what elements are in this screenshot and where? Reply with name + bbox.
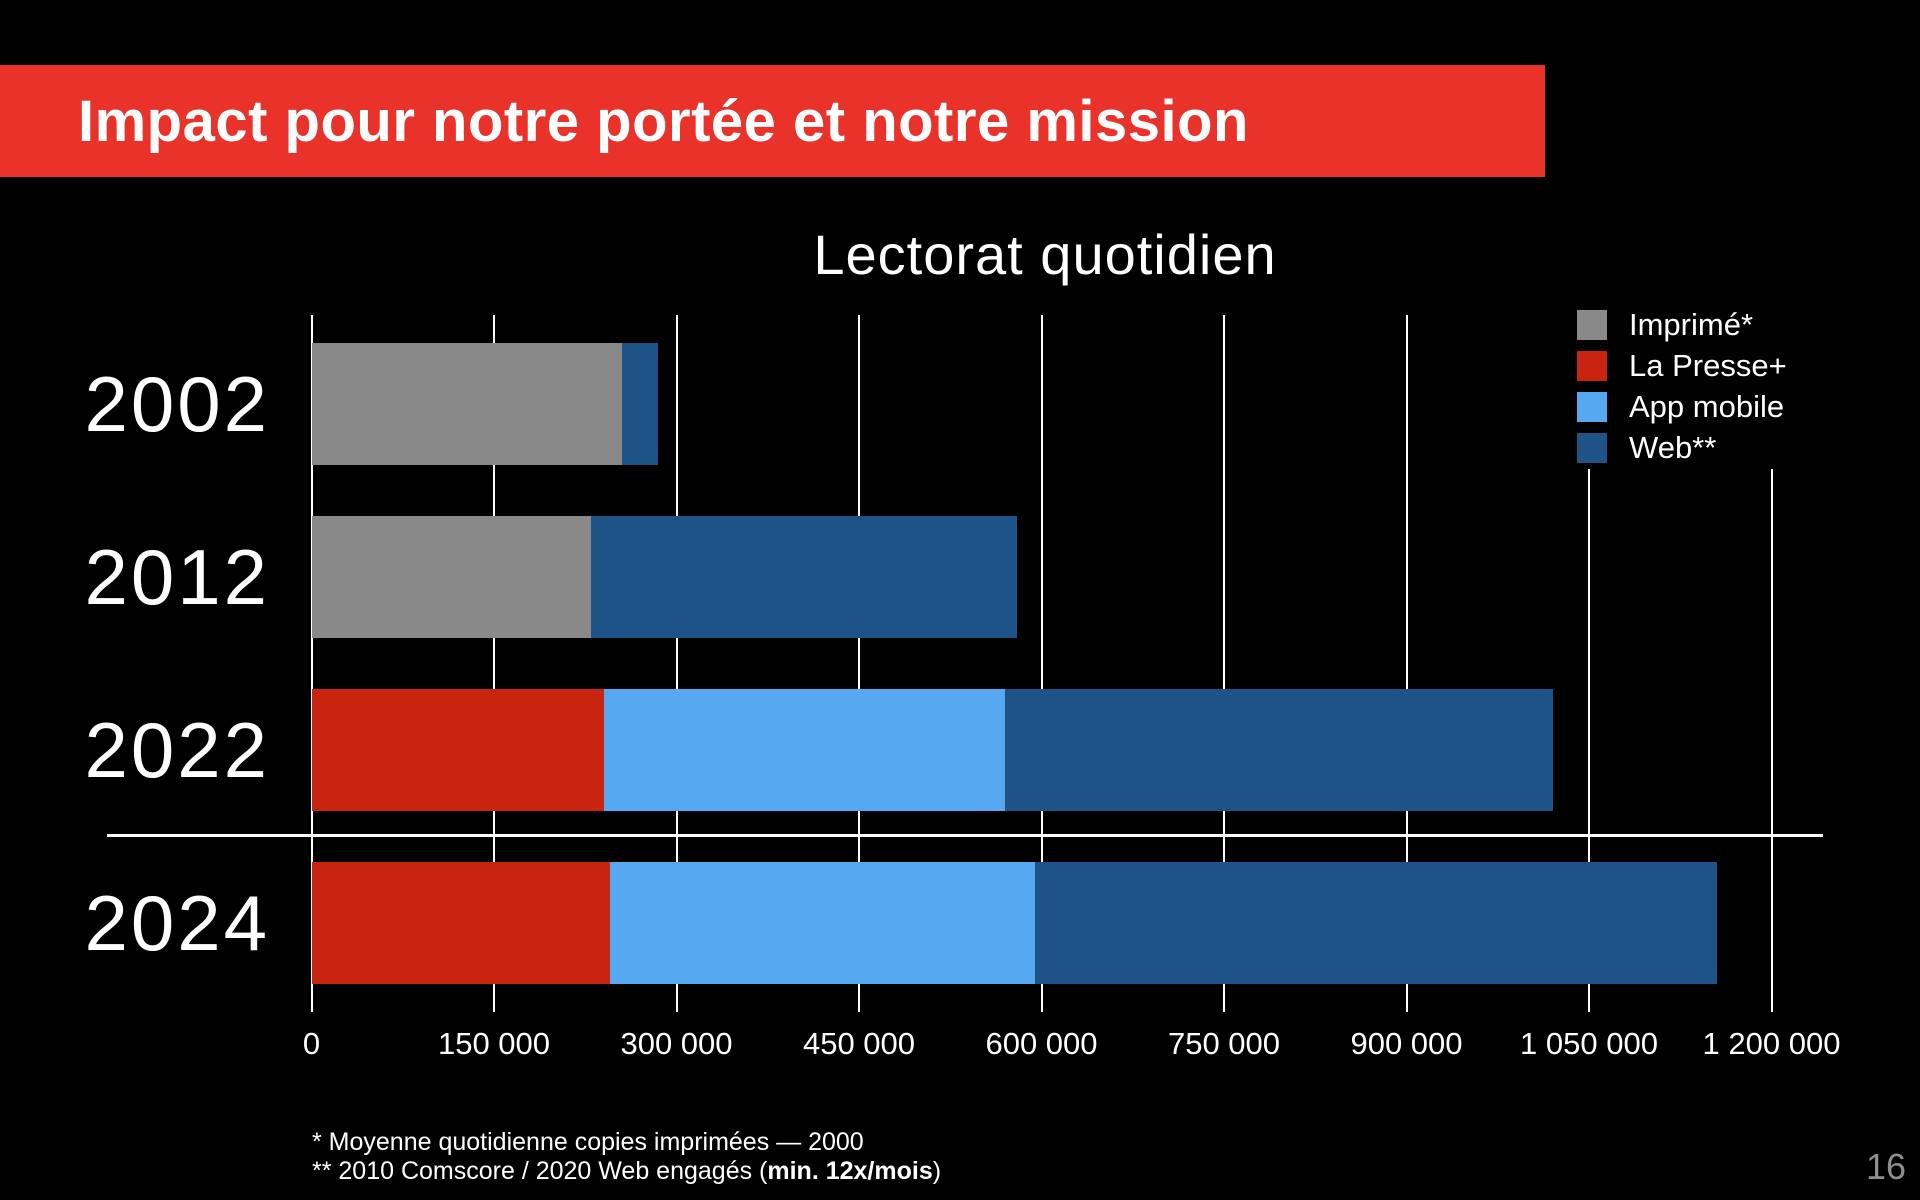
x-axis-tick-label: 450 000 (802, 1026, 916, 1061)
legend-swatch (1577, 351, 1607, 381)
bar-segment (311, 862, 610, 984)
x-axis-tick-label: 1 050 000 (1520, 1026, 1658, 1061)
legend-label: La Presse+ (1629, 348, 1787, 383)
bar-segment (621, 343, 659, 465)
chart-title: Lectorat quotidien (813, 223, 1277, 286)
bar-segment (1005, 689, 1553, 811)
category-label: 2002 (84, 360, 270, 448)
category-label: 2022 (84, 706, 270, 794)
x-axis-tick-label: 150 000 (437, 1026, 551, 1061)
gridline (1223, 315, 1225, 1012)
slide-title: Impact pour notre portée et notre missio… (78, 88, 1249, 154)
bar-segment (609, 862, 1036, 984)
footnotes: * Moyenne quotidienne copies imprimées —… (312, 1128, 941, 1186)
legend-label: Imprimé* (1629, 307, 1754, 342)
bar-segment (311, 689, 604, 811)
footnote-2: ** 2010 Comscore / 2020 Web engagés (min… (312, 1157, 942, 1185)
x-axis-tick-label: 600 000 (985, 1026, 1098, 1061)
x-axis-tick-label: 900 000 (1350, 1026, 1463, 1061)
bar-segment (591, 516, 1018, 638)
page-number: 16 (1865, 1146, 1906, 1187)
gridline (1405, 315, 1408, 1012)
footnote-1: * Moyenne quotidienne copies imprimées —… (312, 1128, 864, 1156)
x-axis-tick-label: 300 000 (620, 1026, 733, 1061)
x-axis-tick-label: 0 (302, 1026, 321, 1061)
separator-line (107, 834, 1823, 837)
legend-label: Web** (1629, 430, 1717, 465)
gridline (1040, 315, 1043, 1012)
gridline (675, 315, 678, 1012)
x-axis-tick-label: 750 000 (1167, 1026, 1281, 1061)
gridline (1588, 315, 1590, 1012)
legend-swatch (1577, 433, 1607, 463)
gridline (310, 315, 313, 1012)
category-label: 2024 (84, 879, 270, 967)
legend-swatch (1577, 310, 1607, 340)
bar-segment (311, 516, 592, 638)
legend-item-imprime: Imprimé* (1577, 307, 1832, 342)
legend-item-web: Web** (1577, 430, 1832, 465)
legend-item-appmobile: App mobile (1577, 389, 1832, 424)
bar-segment (1035, 862, 1717, 984)
legend-label: App mobile (1629, 389, 1785, 424)
title-banner: Impact pour notre portée et notre missio… (0, 65, 1545, 177)
bar-segment (603, 689, 1005, 811)
gridline (858, 315, 860, 1012)
gridline (493, 315, 495, 1012)
legend-item-lapresse: La Presse+ (1577, 348, 1832, 383)
legend: Imprimé* La Presse+ App mobile Web** (1565, 306, 1832, 469)
bar-segment (311, 343, 622, 465)
gridline (1770, 315, 1773, 1012)
category-label: 2012 (84, 533, 270, 621)
x-axis-tick-label: 1 200 000 (1702, 1026, 1841, 1061)
legend-swatch (1577, 392, 1607, 422)
